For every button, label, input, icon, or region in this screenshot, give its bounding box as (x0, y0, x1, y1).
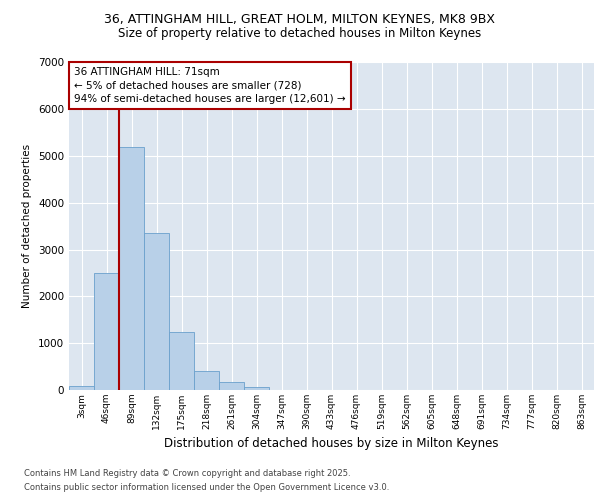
Bar (144, 234, 169, 390)
Bar (169, 332, 194, 390)
Y-axis label: Number of detached properties: Number of detached properties (22, 144, 32, 308)
Bar (69, 386, 94, 390)
Text: Contains HM Land Registry data © Crown copyright and database right 2025.: Contains HM Land Registry data © Crown c… (24, 468, 350, 477)
Text: Size of property relative to detached houses in Milton Keynes: Size of property relative to detached ho… (118, 28, 482, 40)
Bar (94, 273, 119, 390)
Text: 36 ATTINGHAM HILL: 71sqm
← 5% of detached houses are smaller (728)
94% of semi-d: 36 ATTINGHAM HILL: 71sqm ← 5% of detache… (74, 68, 346, 104)
Bar (244, 387, 269, 390)
Text: 36, ATTINGHAM HILL, GREAT HOLM, MILTON KEYNES, MK8 9BX: 36, ATTINGHAM HILL, GREAT HOLM, MILTON K… (104, 12, 496, 26)
X-axis label: Distribution of detached houses by size in Milton Keynes: Distribution of detached houses by size … (164, 438, 499, 450)
Bar (194, 372, 219, 390)
Bar (219, 382, 244, 390)
Bar (119, 146, 144, 390)
Text: Contains public sector information licensed under the Open Government Licence v3: Contains public sector information licen… (24, 484, 389, 492)
